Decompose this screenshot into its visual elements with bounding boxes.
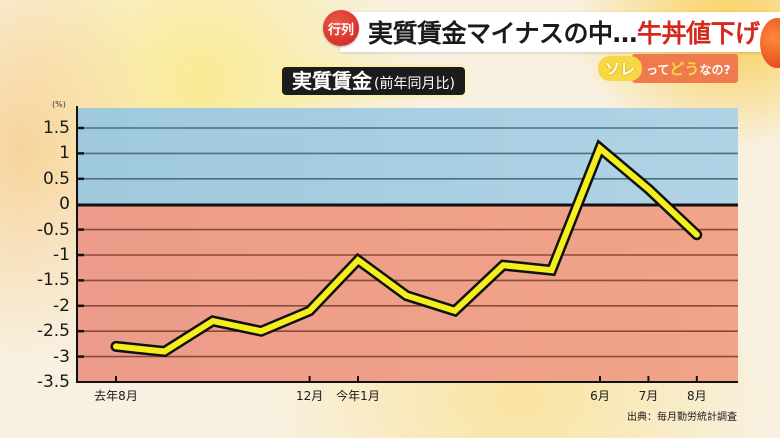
x-tick-label: 去年8月 [94, 389, 138, 403]
x-tick-label: 7月 [638, 389, 659, 403]
category-badge: 行列 [323, 10, 359, 46]
data-source: 出典：毎月勤労統計調査 [627, 412, 737, 423]
segment-label-so: ソレ [598, 55, 643, 81]
y-tick-label: -1.5 [36, 270, 70, 291]
headline-banner [340, 12, 780, 52]
y-tick-label: 0 [59, 194, 70, 215]
gridlines [77, 126, 738, 358]
decorative-ball [760, 18, 780, 68]
x-tick-label: 今年1月 [336, 389, 380, 403]
headline-title: 実質賃金マイナスの中… 牛丼値下げ [368, 14, 760, 50]
headline-main: 実質賃金マイナスの中… [368, 19, 638, 48]
y-tick-label: -0.5 [36, 219, 70, 240]
positive-region [77, 108, 738, 205]
y-tick-label: -2 [53, 295, 70, 316]
y-tick-label: -3.5 [36, 372, 70, 392]
chart-title: 実質賃金 (前年同月比) [282, 67, 465, 95]
segment-label-rest: ってどうなの? [632, 53, 739, 83]
x-tick-label: 8月 [686, 389, 707, 403]
y-tick-label: -1 [53, 245, 70, 265]
data-line [113, 143, 700, 355]
y-axis-unit: (%) [52, 100, 66, 109]
x-tick-label: 6月 [590, 389, 610, 403]
y-tick-label: -3 [53, 346, 70, 367]
x-tick-label: 12月 [295, 389, 324, 403]
chart-title-sub: (前年同月比) [374, 76, 455, 92]
segment-label-dou: どう [669, 59, 700, 78]
x-axis-ticks [115, 376, 698, 382]
segment-label-tte: って [646, 62, 670, 77]
y-tick-label: -2.5 [36, 321, 70, 342]
y-tick-label: 1.5 [42, 118, 70, 138]
y-tick-label: 0.5 [42, 168, 70, 189]
headline-accent: 牛丼値下げ [637, 19, 760, 48]
chart-title-main: 実質賃金 [292, 69, 372, 93]
y-tick-label: 1 [59, 143, 70, 164]
segment-label-nano: なの? [699, 62, 731, 77]
segment-label: ソレ ってどうなの? [598, 53, 739, 83]
